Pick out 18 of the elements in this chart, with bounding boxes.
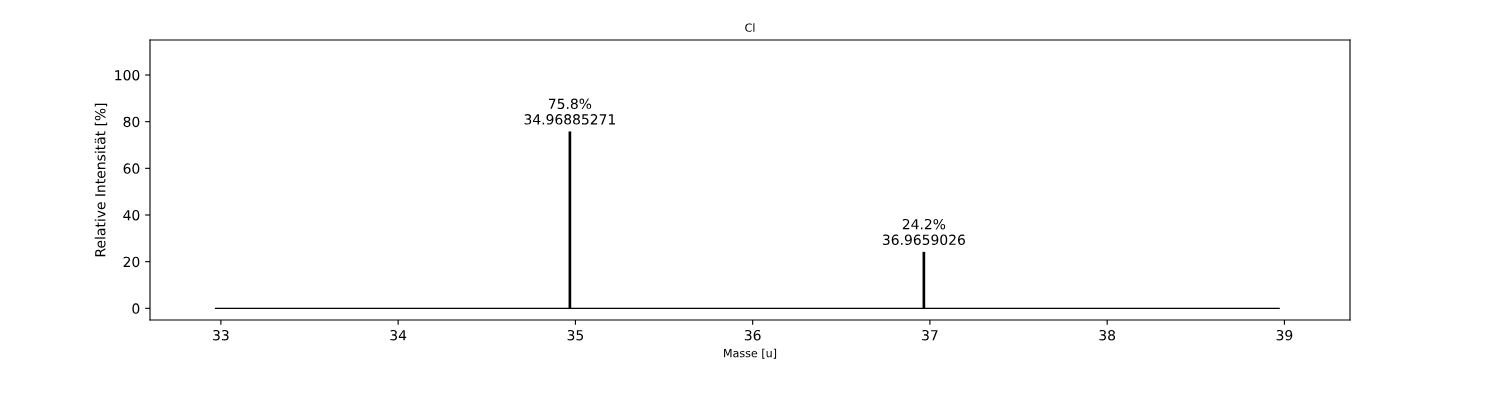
data-label: 75.8% 34.96885271 xyxy=(524,98,615,125)
x-tick-label: 35 xyxy=(567,329,584,341)
y-tick-label: 40 xyxy=(123,209,140,221)
x-tick-label: 37 xyxy=(922,329,938,341)
x-tick-label: 38 xyxy=(1099,329,1116,341)
y-tick-label: 100 xyxy=(115,69,140,81)
y-tick-label: 60 xyxy=(123,163,140,174)
y-axis-title: Relative Intensität [%] xyxy=(94,103,108,257)
y-tick-label: 0 xyxy=(132,303,140,314)
data-label: 24.2% 36.9659026 xyxy=(882,218,965,246)
x-tick-label: 33 xyxy=(213,329,229,341)
y-tick-label: 20 xyxy=(123,256,140,268)
x-tick-label: 39 xyxy=(1276,329,1293,341)
y-tick-label: 80 xyxy=(123,116,140,128)
chart-title: Cl xyxy=(745,23,755,32)
x-axis-title: Masse [u] xyxy=(724,348,777,359)
x-tick-label: 34 xyxy=(390,329,407,341)
x-tick-label: 36 xyxy=(744,329,761,341)
